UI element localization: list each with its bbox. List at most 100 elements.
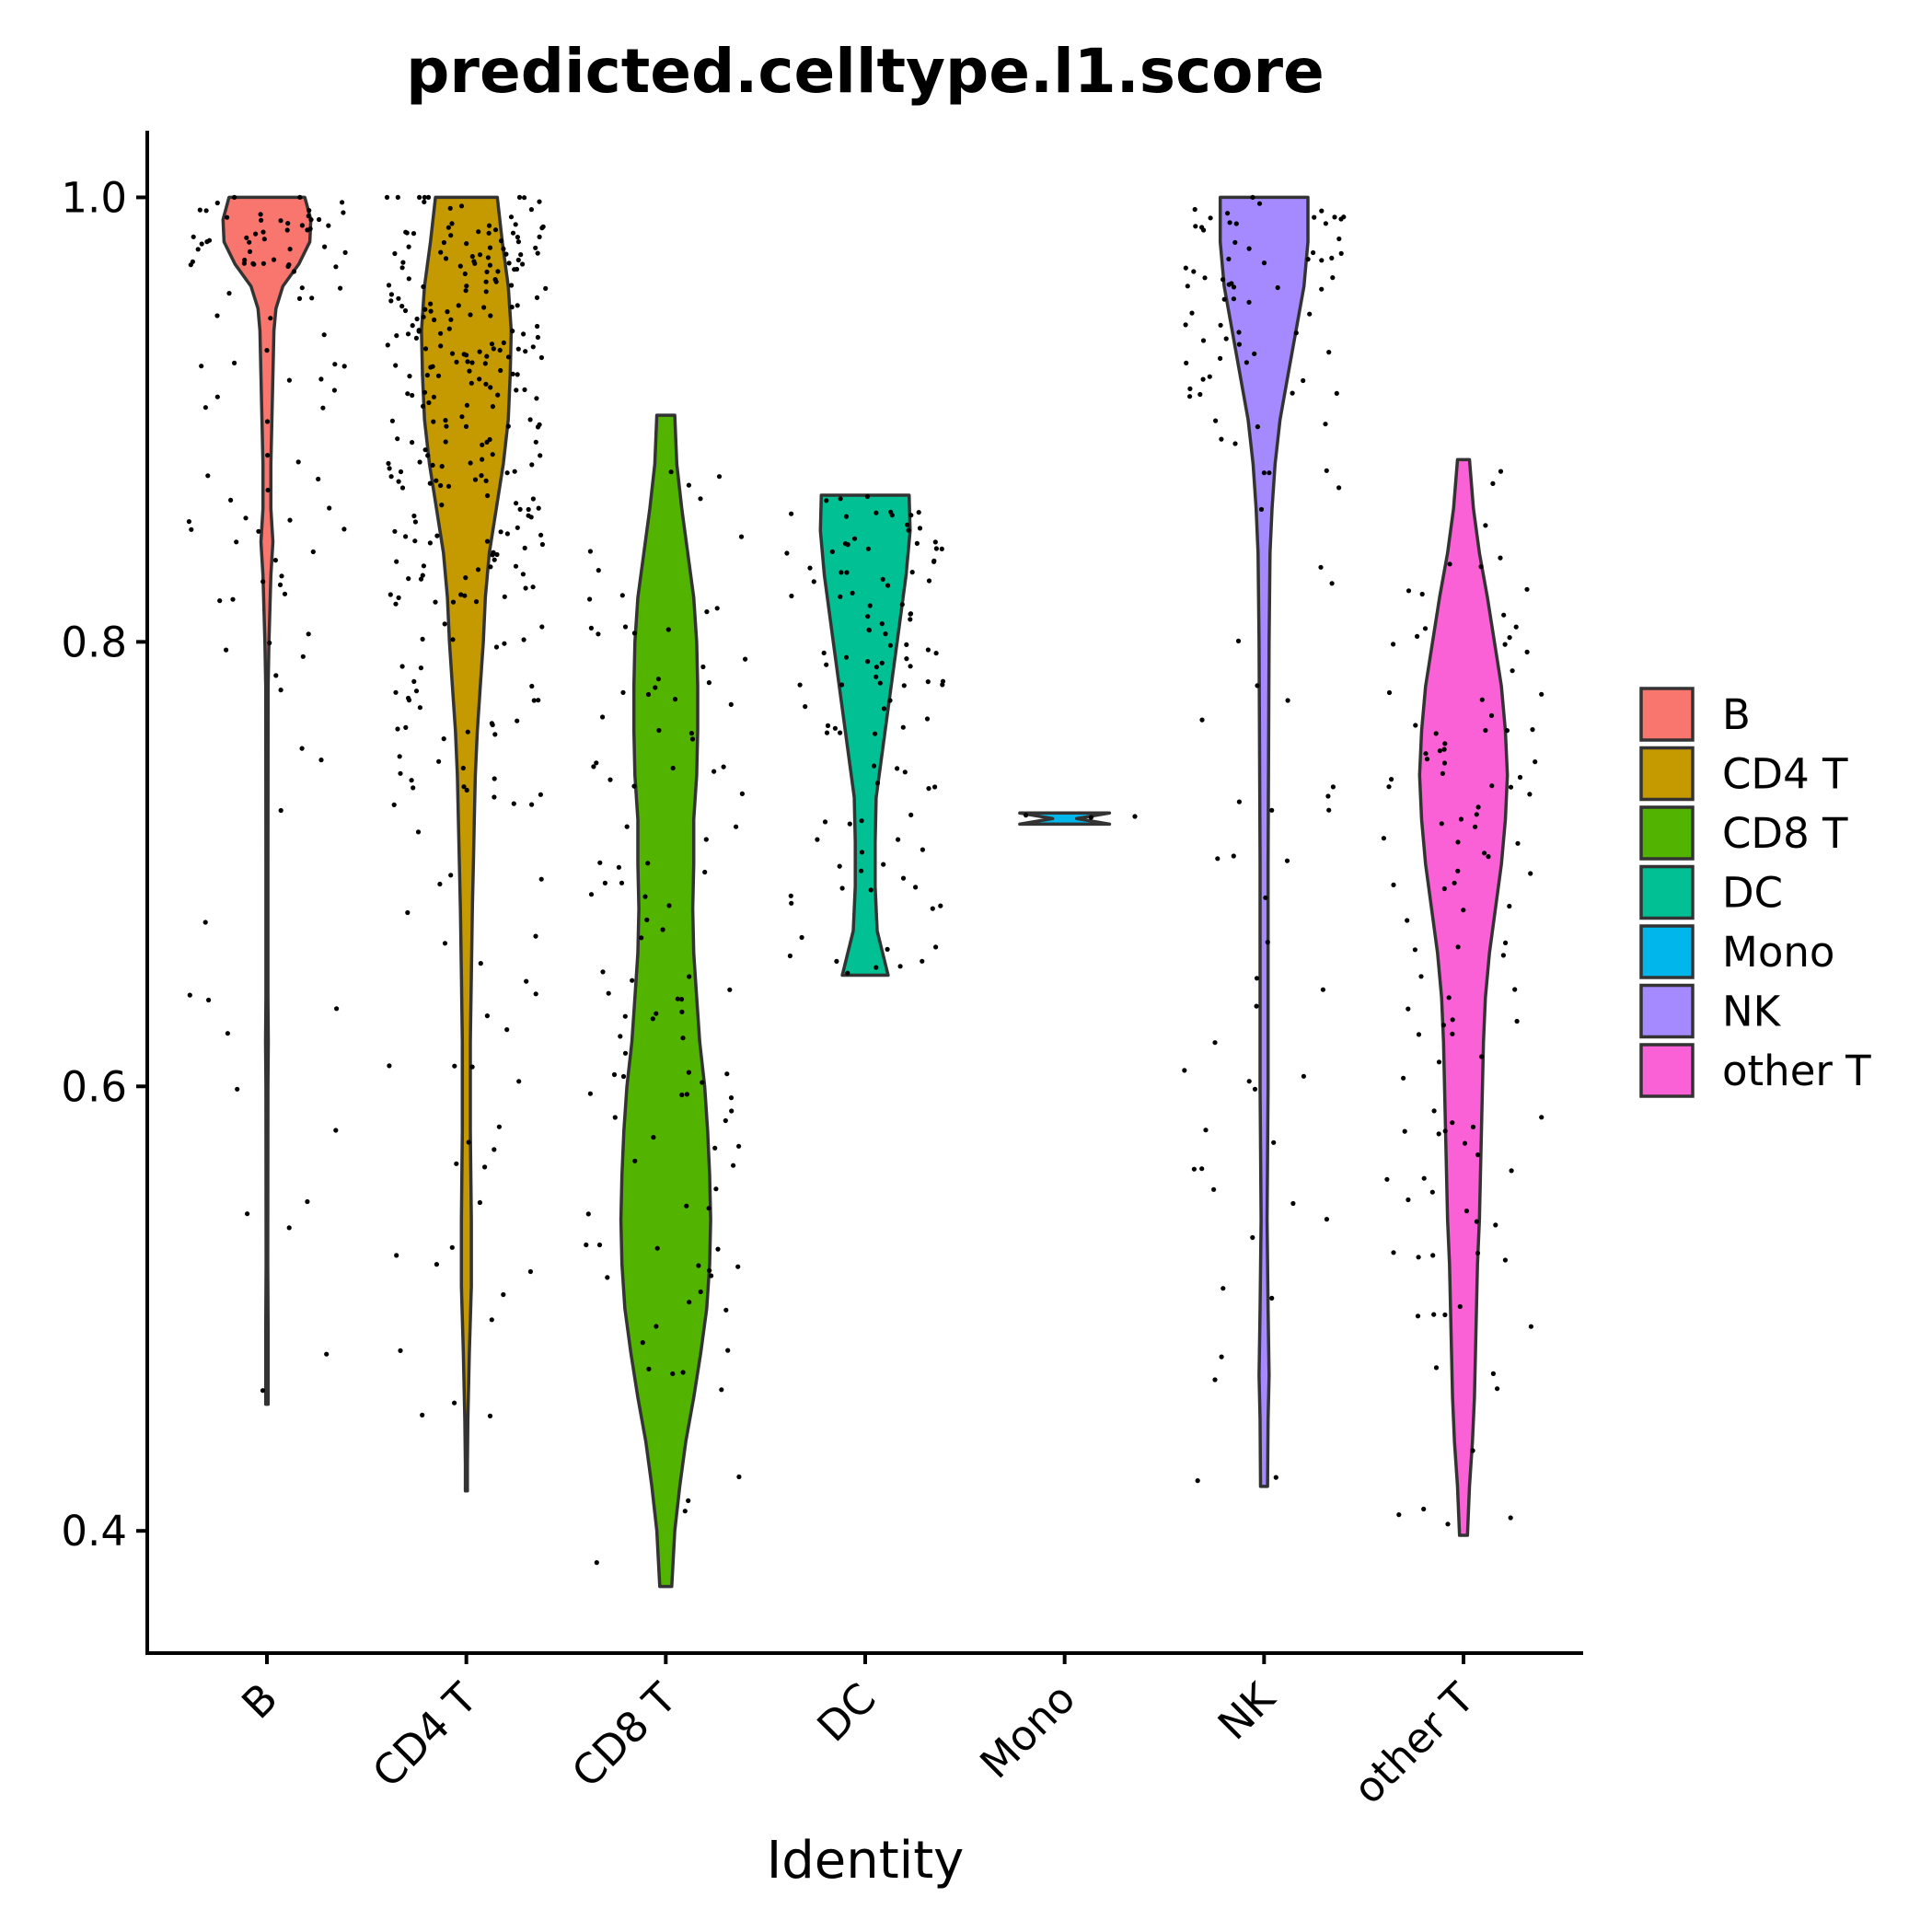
jitter-point <box>385 342 390 348</box>
jitter-point <box>480 442 485 447</box>
jitter-point <box>1254 1003 1259 1009</box>
jitter-point <box>527 417 533 422</box>
jitter-point <box>428 301 434 307</box>
jitter-point <box>727 987 733 992</box>
jitter-point <box>443 418 448 423</box>
jitter-point <box>535 323 540 330</box>
jitter-point <box>296 295 303 301</box>
jitter-point <box>1401 1075 1406 1081</box>
jitter-point <box>521 331 526 337</box>
jitter-point <box>538 876 544 882</box>
jitter-point <box>395 436 400 442</box>
jitter-point <box>427 480 433 486</box>
jitter-point <box>1455 944 1461 950</box>
jitter-point <box>340 200 345 205</box>
jitter-point <box>887 698 893 703</box>
violin-cd8-t <box>619 413 712 1589</box>
jitter-point <box>908 812 914 818</box>
jitter-point <box>268 316 273 321</box>
jitter-point <box>493 279 499 284</box>
jitter-point <box>432 317 437 323</box>
jitter-point <box>420 636 425 642</box>
jitter-point <box>1539 1115 1544 1120</box>
jitter-point <box>879 621 885 627</box>
jitter-point <box>278 807 283 814</box>
jitter-point <box>488 385 493 390</box>
jitter-point <box>265 487 271 493</box>
jitter-point <box>406 276 411 282</box>
jitter-point <box>700 664 706 670</box>
jitter-point <box>933 546 940 551</box>
jitter-point <box>585 1211 591 1217</box>
jitter-point <box>397 754 402 759</box>
jitter-point <box>1269 807 1275 813</box>
jitter-point <box>1182 1068 1187 1073</box>
jitter-point <box>723 1117 728 1124</box>
x-axis-label: Identity <box>767 1831 965 1891</box>
jitter-point <box>905 522 910 527</box>
jitter-point <box>897 964 903 969</box>
jitter-point <box>195 247 201 252</box>
jitter-point <box>483 381 489 387</box>
jitter-point <box>1413 723 1418 728</box>
jitter-point <box>1227 220 1232 226</box>
jitter-point <box>488 564 493 570</box>
jitter-point <box>450 599 457 605</box>
jitter-point <box>415 829 422 835</box>
jitter-point <box>1275 284 1280 291</box>
jitter-point <box>724 1071 730 1077</box>
jitter-point <box>1510 668 1515 674</box>
jitter-point <box>1199 717 1205 723</box>
x-ticks: B CD4 T CD8 T DC Mono NK other T <box>232 1653 1484 1813</box>
jitter-point <box>247 249 253 254</box>
jitter-point <box>501 246 506 251</box>
jitter-point <box>403 724 409 731</box>
jitter-point <box>1430 1253 1436 1258</box>
jitter-point <box>1421 1506 1427 1512</box>
jitter-point <box>490 404 496 410</box>
jitter-point <box>605 1275 610 1280</box>
jitter-point <box>1232 441 1238 446</box>
jitter-point <box>199 364 204 369</box>
jitter-point <box>1229 281 1234 286</box>
jitter-point <box>244 235 249 240</box>
x-tick-label: other T <box>1344 1673 1484 1813</box>
jitter-point <box>729 1108 735 1114</box>
jitter-point <box>247 239 252 245</box>
jitter-point <box>1236 341 1242 347</box>
jitter-point <box>1508 784 1514 790</box>
jitter-point <box>1512 987 1518 992</box>
jitter-point <box>1326 807 1332 813</box>
jitter-point <box>630 978 635 983</box>
jitter-point <box>503 251 509 257</box>
jitter-point <box>260 579 266 584</box>
jitter-point <box>426 399 432 406</box>
jitter-point <box>1187 386 1193 391</box>
jitter-point <box>1271 1140 1277 1145</box>
jitter-point <box>202 405 208 411</box>
jitter-point <box>1517 774 1523 781</box>
jitter-point <box>611 1071 618 1078</box>
jitter-point <box>412 519 418 525</box>
jitter-point <box>341 526 347 532</box>
jitter-point <box>517 506 523 513</box>
jitter-point <box>316 476 321 482</box>
jitter-point <box>486 223 492 228</box>
jitter-point <box>926 786 931 792</box>
jitter-point <box>1250 194 1255 200</box>
y-tick-label: 0.4 <box>61 1507 127 1556</box>
y-tick-label: 0.6 <box>61 1062 127 1111</box>
jitter-point <box>444 423 449 429</box>
jitter-point <box>1442 741 1448 746</box>
legend-label: B <box>1722 690 1751 739</box>
jitter-point <box>480 457 485 462</box>
jitter-point <box>535 424 541 430</box>
jitter-point <box>825 723 831 729</box>
jitter-point <box>285 221 291 226</box>
jitter-point <box>1246 246 1252 251</box>
jitter-point <box>510 230 516 236</box>
jitter-point <box>475 567 481 573</box>
jitter-point <box>1440 770 1445 777</box>
jitter-point <box>515 525 520 530</box>
jitter-point <box>789 593 794 599</box>
